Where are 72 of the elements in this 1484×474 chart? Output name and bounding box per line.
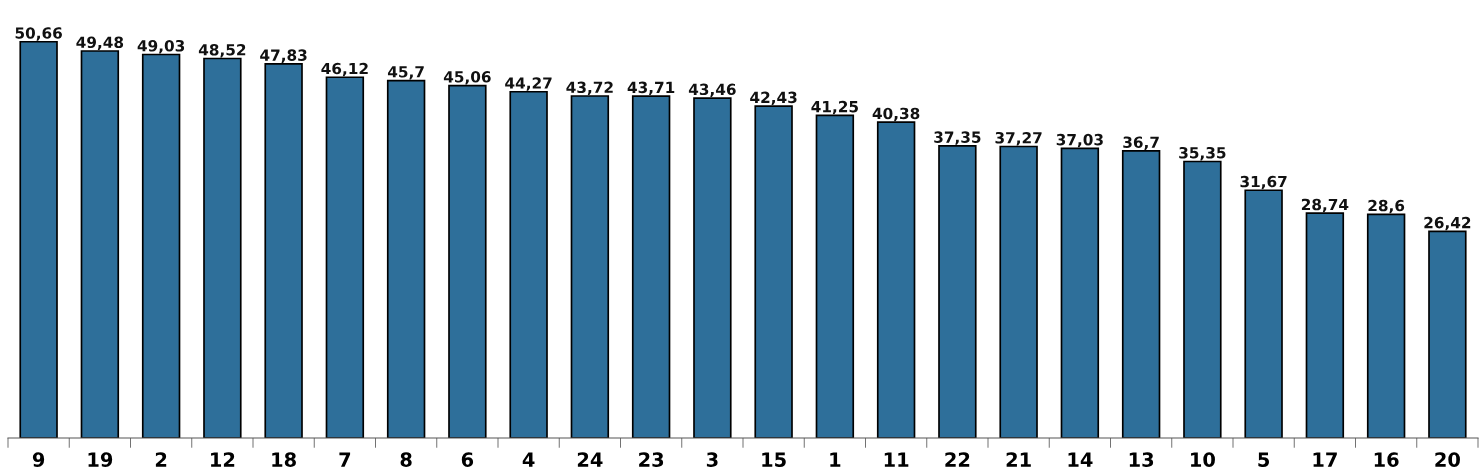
bar [448,84,487,438]
bar [386,79,426,438]
bar [19,40,58,438]
data-label: 47,83 [260,49,307,63]
data-label: 28,6 [1368,199,1405,214]
x-tick-label: 11 [884,452,909,467]
bar [876,121,916,438]
data-label: 36,7 [1123,136,1159,150]
x-tick-label: 17 [1313,452,1337,467]
bar [203,57,242,438]
bar [631,95,671,438]
x-tick-label: 5 [1258,452,1270,467]
bar [1060,147,1100,438]
x-tick-label: 19 [88,452,113,467]
bar [815,114,855,438]
data-label: 37,03 [1056,133,1103,148]
x-tick-label: 16 [1374,452,1399,467]
x-tick-label: 20 [1435,452,1460,467]
data-label: 45,7 [387,66,424,80]
x-tick-label: 2 [155,452,167,467]
data-label: 43,71 [627,81,675,96]
x-tick-label: 23 [639,452,664,467]
bar [1366,213,1406,438]
data-label: 45,06 [443,71,491,85]
bar [1305,212,1345,438]
bar [1428,230,1467,438]
data-label: 31,67 [1240,175,1287,190]
x-tick-label: 24 [577,452,603,467]
bar [325,76,365,438]
data-label: 43,72 [566,81,613,96]
data-label: 50,66 [15,27,62,41]
x-tick-label: 14 [1068,452,1093,467]
bar [141,53,181,438]
data-label: 49,48 [76,36,124,50]
x-tick-label: 21 [1006,452,1031,467]
bar [754,105,793,438]
bar [264,63,303,438]
data-label: 35,35 [1179,146,1226,161]
bar [999,145,1038,438]
x-tick-label: 22 [945,452,970,467]
x-tick-label: 13 [1129,452,1154,467]
x-tick-label: 7 [339,452,351,467]
data-label: 43,46 [688,83,736,98]
data-label: 49,03 [137,39,185,54]
bar [1121,150,1161,438]
data-label: 41,25 [811,100,858,115]
bar [693,97,732,438]
bar [1244,189,1283,438]
x-tick-label: 9 [32,452,45,467]
x-tick-label: 6 [461,452,474,467]
data-label: 37,35 [934,131,981,145]
data-label: 44,27 [505,77,552,91]
x-tick-label: 3 [706,452,718,467]
bar [938,145,977,438]
data-label: 46,12 [321,62,368,77]
x-tick-label: 18 [272,452,296,467]
x-tick-label: 15 [762,452,786,467]
bar [80,50,120,438]
bar [509,90,548,438]
x-tick-label: 1 [830,452,841,467]
bar [1183,160,1222,438]
x-tick-label: 12 [211,452,235,467]
data-label: 26,42 [1424,216,1471,231]
x-tick-label: 4 [522,452,535,467]
x-tick-label: 10 [1191,452,1215,467]
data-label: 40,38 [872,107,920,122]
bar [570,95,610,438]
data-label: 28,74 [1301,198,1349,213]
x-tick-label: 8 [400,452,412,467]
data-label: 48,52 [198,43,246,58]
data-label: 37,27 [995,131,1042,146]
data-label: 42,43 [750,91,797,106]
